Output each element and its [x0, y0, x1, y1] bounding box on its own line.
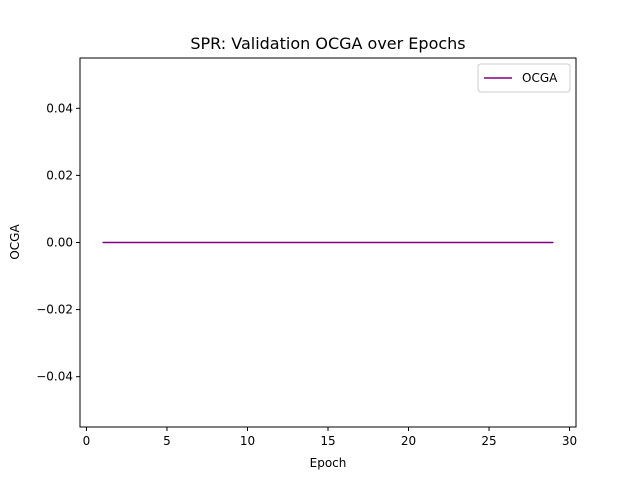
- x-tick-label: 30: [562, 434, 577, 448]
- x-tick-label: 10: [240, 434, 255, 448]
- y-tick-label: 0.04: [46, 101, 73, 115]
- x-tick-label: 15: [320, 434, 335, 448]
- x-tick-label: 0: [83, 434, 91, 448]
- y-tick-label: −0.02: [36, 303, 73, 317]
- x-tick-label: 5: [163, 434, 171, 448]
- x-axis-label: Epoch: [310, 456, 347, 470]
- legend-box: [477, 63, 571, 93]
- y-axis: −0.04 −0.02 0.00 0.02 0.04: [36, 101, 80, 384]
- x-tick-label: 25: [481, 434, 496, 448]
- chart-title: SPR: Validation OCGA over Epochs: [190, 34, 465, 53]
- legend: OCGA: [477, 63, 571, 93]
- x-tick-label: 20: [401, 434, 416, 448]
- legend-label: OCGA: [522, 71, 558, 85]
- y-tick-label: −0.04: [36, 370, 73, 384]
- y-axis-label: OCGA: [8, 224, 22, 260]
- x-axis: 0 5 10 15 20 25 30: [83, 427, 577, 448]
- y-tick-label: 0.02: [46, 168, 73, 182]
- y-tick-label: 0.00: [46, 236, 73, 250]
